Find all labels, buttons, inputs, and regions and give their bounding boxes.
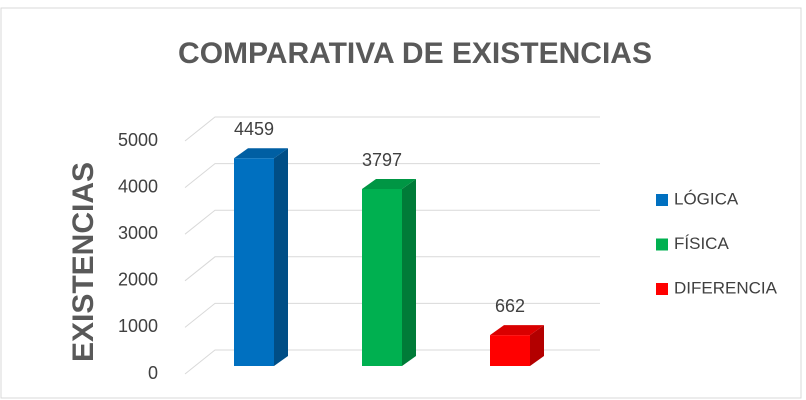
legend-label: DIFERENCIA [674,278,778,297]
bar [490,325,544,366]
grid-line [184,116,600,142]
y-tick-label: 1000 [118,316,158,336]
legend-swatch [656,283,668,295]
grid-line [184,302,600,328]
bar-face [234,148,288,159]
chart-title: COMPARATIVA DE EXISTENCIAS [178,37,652,70]
y-axis-label: EXISTENCIAS [67,162,100,362]
y-tick-label: 5000 [118,130,158,150]
y-tick-label: 4000 [118,176,158,196]
grid-line [184,163,600,188]
grid-line [184,349,600,375]
grid-line [184,209,600,235]
data-label: 662 [495,296,525,316]
bar-face [362,179,416,190]
grid-line [184,256,600,282]
legend-swatch [656,238,668,251]
bar [362,179,416,366]
bar-face [490,335,530,366]
legend-swatch [656,194,668,206]
legend-label: LÓGICA [674,189,739,208]
y-tick-label: 2000 [118,270,158,290]
bar-face [274,148,288,366]
bar-face [234,158,274,366]
y-tick-label: 0 [148,363,158,383]
data-label: 4459 [234,119,274,139]
y-tick-label: 3000 [118,223,158,243]
bar-face [362,189,402,366]
bar-face [530,325,544,366]
data-label: 3797 [362,150,402,170]
bar-face [402,179,416,366]
bar-face [490,325,544,336]
bar [234,148,288,366]
legend-label: FÍSICA [674,234,729,253]
